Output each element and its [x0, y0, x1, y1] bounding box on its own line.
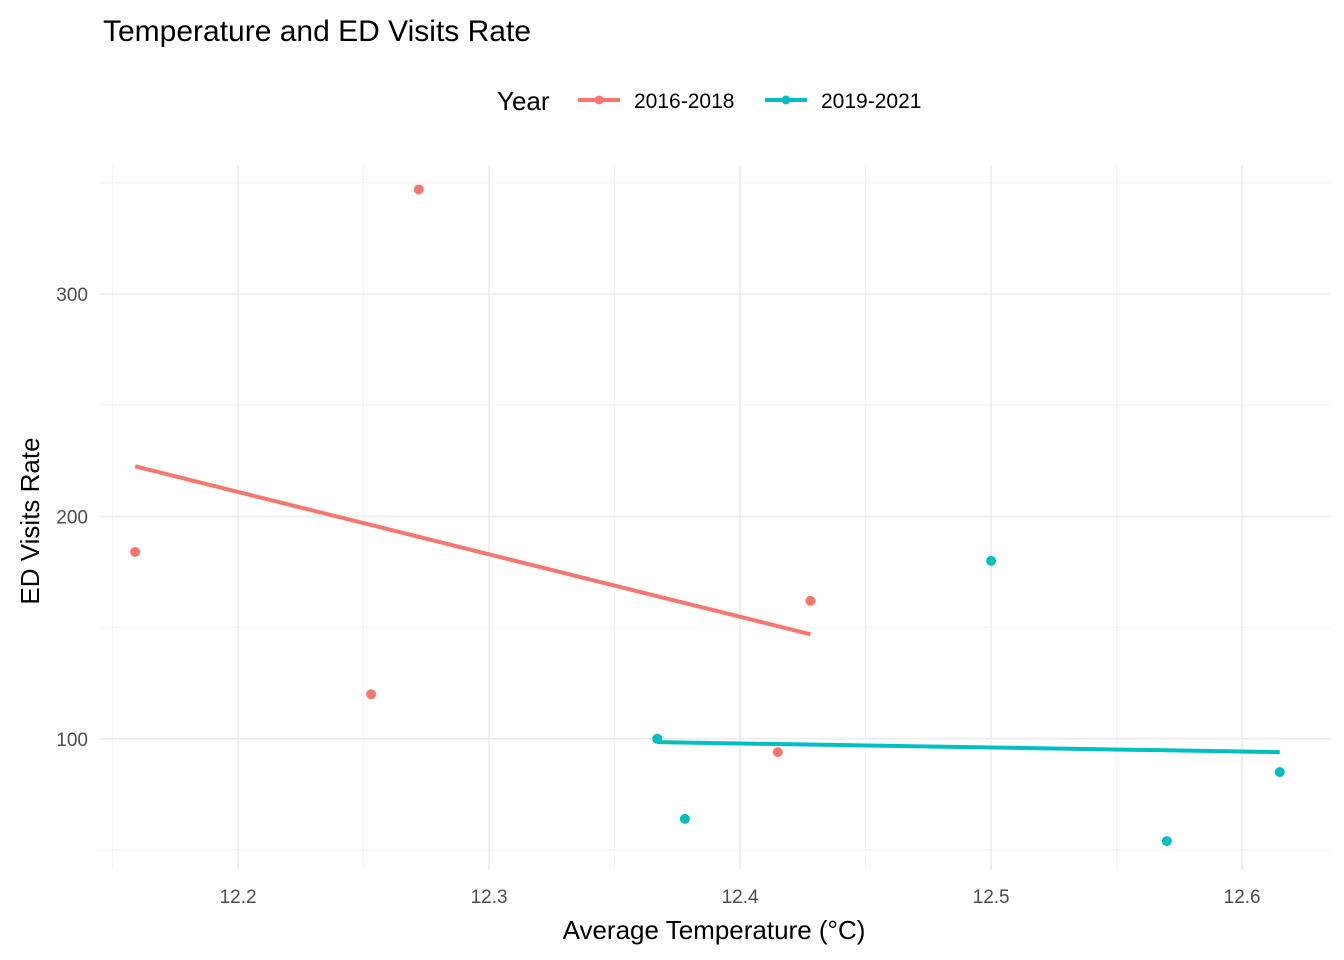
data-point-2019-2021: [986, 555, 997, 566]
y-axis-tick-labels: 100 200 300: [56, 285, 88, 751]
data-point-2019-2021: [679, 813, 690, 824]
data-point-2019-2021: [1274, 767, 1285, 778]
fit-lines: [134, 464, 1280, 755]
legend-title: Year: [497, 86, 550, 116]
y-tick-label: 200: [56, 507, 88, 528]
y-tick-label: 100: [56, 730, 88, 751]
x-axis-tick-labels: 12.2 12.3 12.4 12.5 12.6: [220, 887, 1261, 908]
data-point-2016-2018: [805, 595, 816, 606]
x-tick-label: 12.6: [1224, 887, 1261, 908]
data-point-2019-2021: [1161, 836, 1172, 847]
chart-title: Temperature and ED Visits Rate: [103, 15, 531, 48]
x-tick-label: 12.5: [973, 887, 1010, 908]
legend: Year 2016-2018 2019-2021: [497, 86, 921, 116]
trend-line-2016-2018: [134, 464, 811, 637]
trend-line-2019-2021: [657, 740, 1280, 755]
legend-label: 2019-2021: [821, 90, 921, 113]
legend-label: 2016-2018: [634, 90, 734, 113]
data-point-2016-2018: [413, 184, 424, 195]
data-point-2016-2018: [366, 689, 377, 700]
x-tick-label: 12.2: [220, 887, 257, 908]
legend-key-point: [781, 95, 791, 105]
data-point-2019-2021: [652, 733, 663, 744]
x-tick-label: 12.3: [471, 887, 508, 908]
y-axis-title: ED Visits Rate: [15, 437, 45, 604]
data-point-2016-2018: [772, 747, 783, 758]
data-point-2016-2018: [130, 546, 141, 557]
x-tick-label: 12.4: [722, 887, 759, 908]
y-tick-label: 300: [56, 285, 88, 306]
data-points: [130, 184, 1285, 847]
legend-key-point: [594, 95, 604, 105]
grid: [100, 165, 1330, 870]
x-axis-title: Average Temperature (°C): [563, 915, 866, 945]
